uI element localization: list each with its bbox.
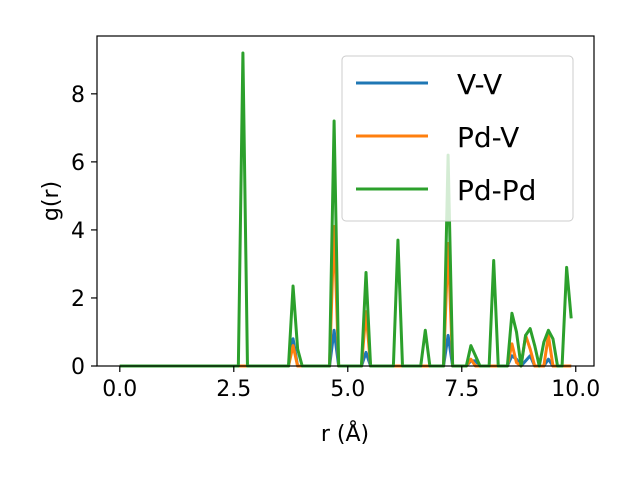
x-axis-ticks: 0.0 2.5 5.0 7.5 10.0: [102, 366, 600, 402]
legend: V-V Pd-V Pd-Pd: [341, 55, 574, 222]
y-axis-ticks: 0 2 4 6 8: [71, 83, 97, 380]
y-tick-label: 0: [71, 355, 85, 380]
y-axis-label: g(r): [39, 181, 64, 221]
x-tick-label: 0.0: [102, 377, 137, 402]
y-tick-label: 8: [71, 83, 85, 108]
plot-frame: [96, 35, 595, 367]
y-tick-label: 4: [71, 219, 85, 244]
legend-label-v-v: V-V: [457, 68, 502, 101]
x-axis-label: r (Å): [321, 420, 369, 447]
legend-label-pd-v: Pd-V: [457, 121, 519, 154]
y-tick-label: 2: [71, 287, 85, 312]
x-tick-label: 7.5: [444, 377, 479, 402]
x-tick-label: 10.0: [551, 377, 600, 402]
y-tick-label: 6: [71, 151, 85, 176]
legend-label-pd-pd: Pd-Pd: [457, 174, 536, 207]
x-tick-label: 5.0: [330, 377, 365, 402]
legend-box: [341, 55, 574, 222]
x-tick-label: 2.5: [216, 377, 251, 402]
